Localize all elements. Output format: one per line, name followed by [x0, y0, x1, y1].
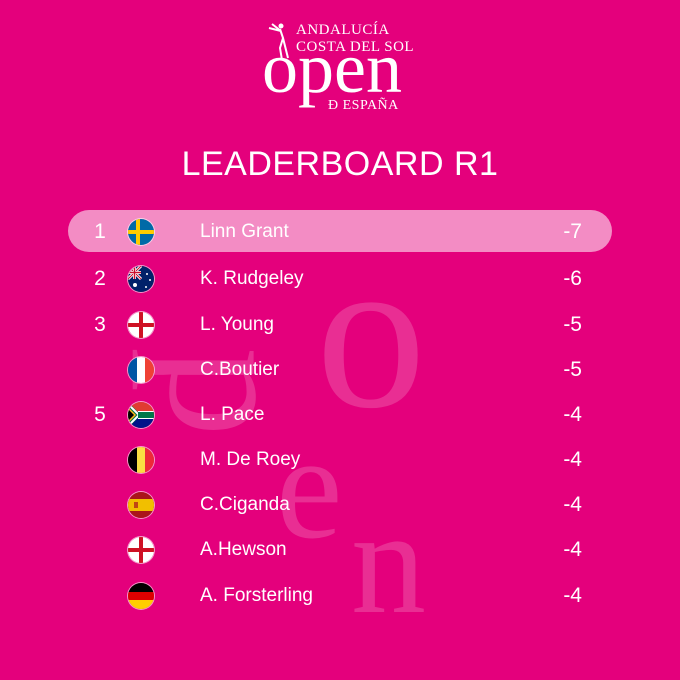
player-name: L. Pace	[200, 404, 265, 425]
player-score: -4	[563, 584, 582, 607]
leaderboard-title: LEADERBOARD R1	[181, 145, 499, 183]
player-name: A. Forsterling	[200, 585, 313, 606]
england-flag-icon	[128, 312, 154, 338]
player-name: M. De Roey	[200, 449, 301, 470]
sweden-flag-icon	[128, 219, 154, 245]
leaderboard-row: A.Hewson -4	[0, 530, 680, 570]
player-score: -6	[563, 267, 582, 290]
leaderboard-row: 5 L. Pace -4	[0, 395, 680, 435]
player-name: C.Ciganda	[200, 494, 290, 515]
spain-flag-icon	[128, 492, 154, 518]
belgium-flag-icon	[128, 447, 154, 473]
player-score: -4	[563, 493, 582, 516]
france-flag-icon	[128, 357, 154, 383]
leaderboard-row: M. De Roey -4	[0, 440, 680, 480]
logo-text-open: open	[262, 28, 402, 108]
player-name: Linn Grant	[200, 221, 289, 242]
leaderboard-row: 1 Linn Grant -7	[0, 212, 680, 252]
player-score: -4	[563, 448, 582, 471]
leaderboard-row: A. Forsterling -4	[0, 576, 680, 616]
south-africa-flag-icon	[128, 402, 154, 428]
player-name: L. Young	[200, 314, 274, 335]
golfer-icon	[268, 23, 289, 61]
player-score: -7	[563, 220, 582, 243]
player-score: -5	[563, 313, 582, 336]
player-score: -4	[563, 538, 582, 561]
leaderboard-row: C.Boutier -5	[0, 350, 680, 390]
leaderboard-row: C.Ciganda -4	[0, 485, 680, 525]
germany-flag-icon	[128, 583, 154, 609]
england-flag-icon	[128, 537, 154, 563]
position-label: 2	[94, 267, 106, 290]
position-label: 1	[94, 220, 106, 243]
player-name: A.Hewson	[200, 539, 287, 560]
logo-text-espana: Ð ESPAÑA	[328, 98, 399, 113]
player-score: -4	[563, 403, 582, 426]
tournament-logo: ANDALUCÍA COSTA DEL SOL open Ð ESPAÑA	[0, 12, 680, 127]
leader-highlight	[68, 210, 612, 252]
position-label: 5	[94, 403, 106, 426]
leaderboard-row: 2 K. Rudgeley -6	[0, 259, 680, 299]
position-label: 3	[94, 313, 106, 336]
logo-text-andalucia: ANDALUCÍA	[296, 22, 390, 38]
logo-text-costa-del-sol: COSTA DEL SOL	[296, 39, 415, 55]
player-score: -5	[563, 358, 582, 381]
player-name: C.Boutier	[200, 359, 280, 380]
australia-flag-icon	[128, 266, 154, 292]
player-name: K. Rudgeley	[200, 268, 304, 289]
leaderboard-row: 3 L. Young -5	[0, 305, 680, 345]
